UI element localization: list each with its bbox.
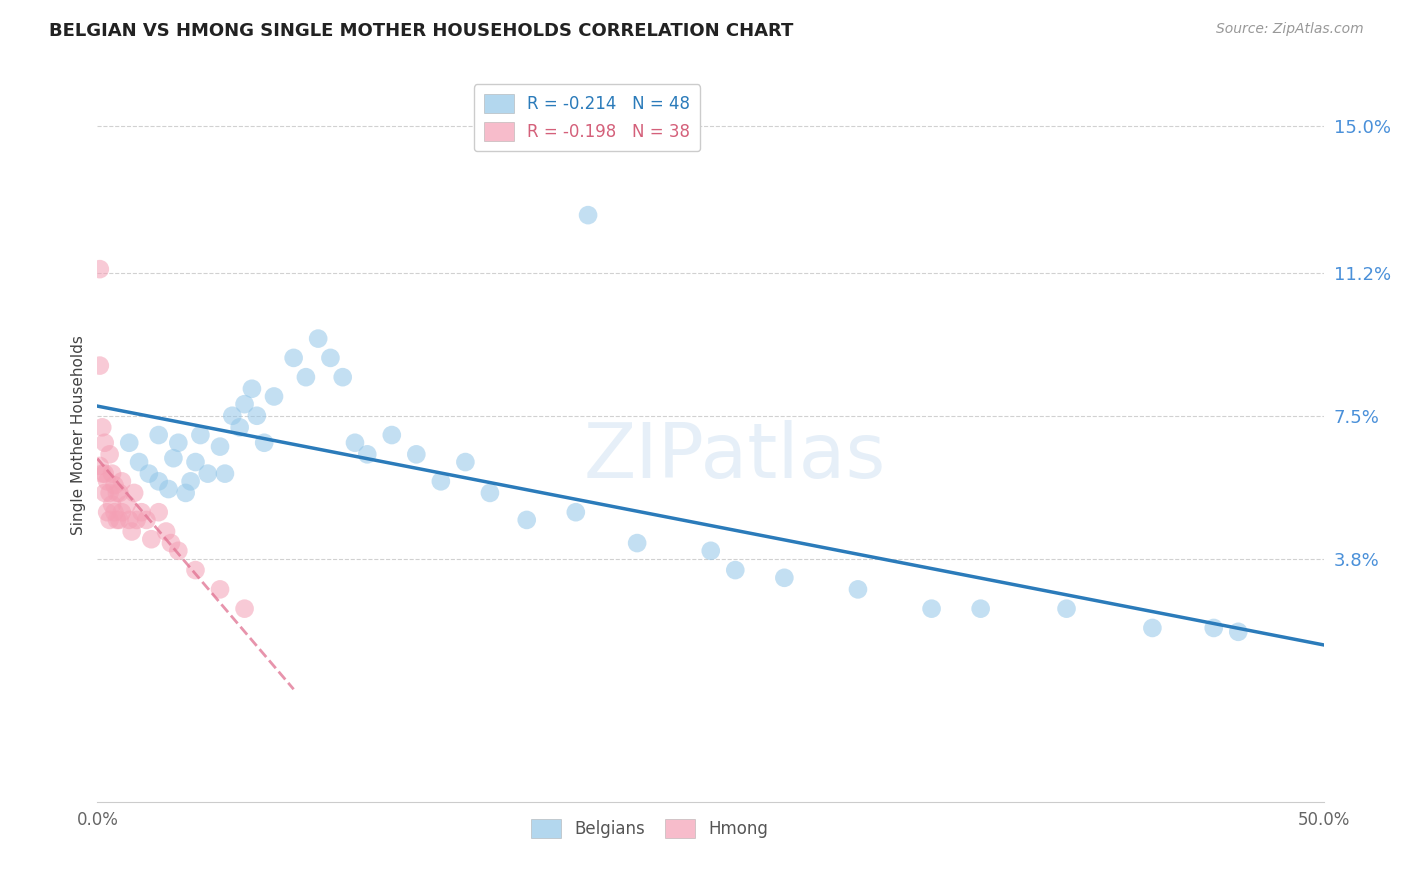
Point (135, 513, 157, 527)
Point (174, 486, 197, 500)
Point (208, 440, 231, 454)
Point (184, 563, 207, 577)
Point (115, 498, 138, 512)
Point (89, 359, 111, 373)
Point (128, 455, 150, 469)
Point (246, 409, 269, 423)
Point (91, 467, 114, 481)
Point (160, 536, 183, 550)
Point (197, 467, 219, 481)
Point (148, 505, 170, 519)
Point (405, 447, 427, 461)
Point (118, 435, 141, 450)
Text: Source: ZipAtlas.com: Source: ZipAtlas.com (1216, 22, 1364, 37)
Point (846, 582, 869, 597)
Point (98, 486, 121, 500)
Point (478, 486, 501, 500)
Point (96, 505, 118, 519)
Point (626, 536, 648, 550)
Point (162, 451, 184, 466)
Point (138, 467, 160, 481)
Point (167, 435, 190, 450)
Point (307, 332, 329, 346)
Point (105, 513, 128, 527)
Point (121, 524, 143, 539)
Point (101, 467, 124, 481)
Y-axis label: Single Mother Households: Single Mother Households (72, 335, 86, 535)
Point (108, 486, 131, 500)
Point (233, 601, 256, 615)
Point (283, 351, 305, 365)
Point (724, 563, 747, 577)
Point (111, 475, 134, 489)
Point (773, 571, 796, 585)
Point (240, 382, 263, 396)
Point (921, 601, 943, 615)
Point (1056, 601, 1078, 615)
Point (89, 262, 111, 277)
Point (118, 513, 141, 527)
Point (141, 533, 163, 547)
Point (184, 455, 207, 469)
Point (356, 447, 378, 461)
Point (228, 420, 250, 434)
Point (381, 428, 404, 442)
Point (295, 370, 318, 384)
Point (263, 389, 285, 403)
Point (190, 428, 212, 442)
Point (91, 420, 114, 434)
Point (180, 475, 202, 489)
Point (98, 447, 121, 461)
Point (125, 513, 148, 527)
Point (516, 513, 538, 527)
Point (1202, 621, 1225, 635)
Point (157, 482, 180, 496)
Point (430, 475, 453, 489)
Point (700, 543, 723, 558)
Point (103, 478, 125, 492)
Point (148, 475, 170, 489)
Legend: Belgians, Hmong: Belgians, Hmong (524, 812, 775, 845)
Point (208, 582, 231, 597)
Point (148, 428, 170, 442)
Point (105, 486, 128, 500)
Point (565, 505, 588, 519)
Point (155, 524, 177, 539)
Text: BELGIAN VS HMONG SINGLE MOTHER HOUSEHOLDS CORRELATION CHART: BELGIAN VS HMONG SINGLE MOTHER HOUSEHOLD… (49, 22, 793, 40)
Point (167, 543, 190, 558)
Point (233, 397, 256, 411)
Point (253, 435, 276, 450)
Point (1227, 624, 1250, 639)
Point (576, 208, 599, 222)
Point (101, 498, 124, 512)
Point (214, 467, 236, 481)
Point (93, 467, 115, 481)
Point (96, 475, 118, 489)
Text: ZIPatlas: ZIPatlas (583, 420, 886, 494)
Point (108, 513, 131, 527)
Point (111, 505, 134, 519)
Point (454, 455, 477, 469)
Point (122, 486, 145, 500)
Point (89, 458, 111, 473)
Point (131, 505, 153, 519)
Point (221, 409, 243, 423)
Point (103, 505, 125, 519)
Point (332, 370, 354, 384)
Point (98, 513, 121, 527)
Point (93, 435, 115, 450)
Point (343, 435, 366, 450)
Point (319, 351, 342, 365)
Point (1142, 621, 1164, 635)
Point (93, 486, 115, 500)
Point (969, 601, 991, 615)
